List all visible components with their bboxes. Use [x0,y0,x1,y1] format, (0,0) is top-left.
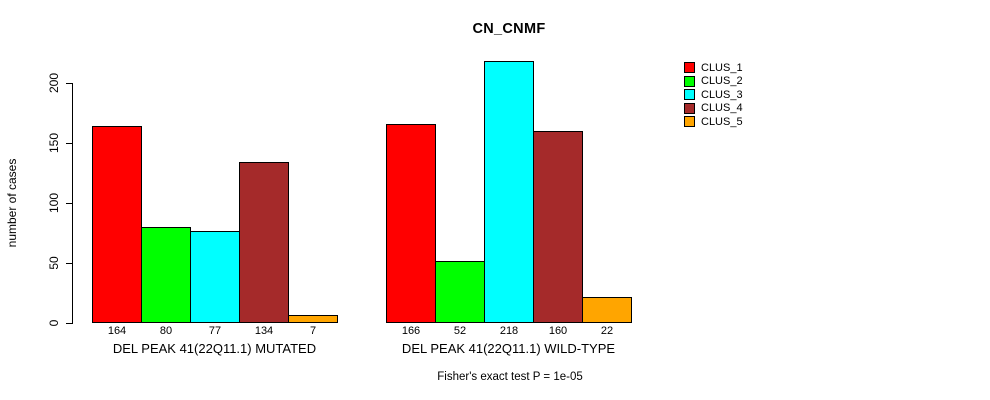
bar-clus_3 [484,61,534,323]
y-axis-tick-label: 100 [47,192,61,214]
y-axis-tick [66,203,73,204]
y-axis-tick-label: 200 [47,72,61,94]
bar-clus_2 [435,260,485,323]
bar-value-label: 218 [499,325,519,337]
bar-value-label: 164 [107,325,127,337]
bar-value-label: 7 [309,325,317,337]
bar-clus_2 [141,227,191,323]
bar-clus_5 [288,314,338,323]
legend-item-label: CLUS_5 [701,115,743,128]
legend-item: CLUS_3 [684,88,743,101]
y-axis-tick-label: 150 [47,132,61,154]
bar-clus_3 [190,230,240,323]
bar-clus_1 [92,126,142,323]
bar-value-label: 22 [600,325,614,337]
legend-item-label: CLUS_2 [701,75,743,87]
fisher-test-annotation: Fisher's exact test P = 1e-05 [437,371,583,383]
legend-item: CLUS_4 [684,102,743,114]
y-axis-tick-label: 0 [47,319,61,327]
legend-item: CLUS_2 [684,75,743,87]
legend-swatch-icon [684,62,695,73]
legend-item-label: CLUS_4 [701,102,743,114]
y-axis-label: number of cases [5,158,19,248]
legend-item: CLUS_5 [684,115,743,128]
legend-swatch-icon [684,102,695,114]
bar-value-label: 80 [159,325,173,337]
legend-swatch-icon [684,116,695,127]
y-axis-tick [66,83,73,84]
legend-swatch-icon [684,89,695,100]
y-axis-tick [66,263,73,264]
legend-item-label: CLUS_3 [701,88,743,101]
bar-value-label: 166 [401,325,421,337]
y-axis-tick-label: 50 [47,256,61,270]
y-axis-tick [66,323,73,324]
group-label: DEL PEAK 41(22Q11.1) MUTATED [112,341,317,356]
bar-clus_4 [533,131,583,323]
y-axis-tick [66,143,73,144]
bar-value-label: 52 [453,325,467,337]
bar-clus_1 [386,123,436,323]
group-label: DEL PEAK 41(22Q11.1) WILD-TYPE [401,341,616,356]
chart-title: CN_CNMF [472,21,546,37]
bar-value-label: 134 [254,325,274,337]
legend-swatch-icon [684,75,695,87]
bar-clus_5 [582,296,632,323]
bar-value-label: 77 [208,325,222,337]
bar-clus_4 [239,162,289,323]
legend-item-label: CLUS_1 [701,61,743,74]
legend-item: CLUS_1 [684,61,743,74]
bar-value-label: 160 [548,325,568,337]
